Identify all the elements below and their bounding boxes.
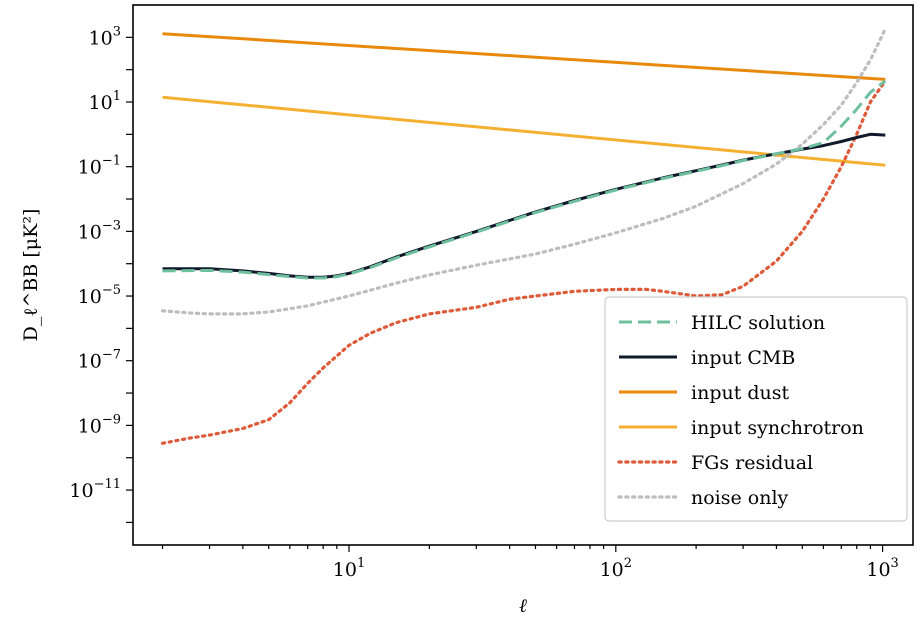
x-axis-label: ℓ [519, 595, 527, 617]
y-tick-label: 10−5 [78, 283, 121, 308]
legend-label-hilc-solution: HILC solution [691, 312, 825, 334]
y-tick-label: 10−11 [69, 477, 121, 502]
series-line-input-dust [162, 32, 886, 81]
legend-label-noise-only: noise only [691, 487, 789, 509]
legend-label-input-dust: input dust [691, 382, 790, 404]
y-tick-label: 101 [89, 89, 121, 114]
y-tick-label: 103 [89, 24, 121, 49]
x-ticks: 101 102 103 [161, 545, 899, 581]
series-line-noise-only [160, 27, 887, 316]
x-tick-label: 103 [866, 556, 898, 581]
series-line-hilc-solution [162, 79, 887, 280]
y-axis-label: D_ℓ^BB [μK²] [20, 209, 42, 342]
series-layer [160, 27, 887, 445]
x-tick-label: 102 [600, 556, 632, 581]
legend-label-input-cmb: input CMB [691, 347, 795, 369]
plot-frame [132, 4, 914, 546]
legend-label-input-synchrotron: input synchrotron [691, 417, 864, 439]
y-tick-label: 10−9 [78, 412, 121, 437]
x-tick-label: 101 [333, 556, 365, 581]
series-line-fgs-residual [160, 79, 887, 445]
series-line-input-synchrotron [162, 95, 886, 167]
legend: HILC solution input CMB input dust input sy… [604, 296, 908, 522]
y-ticks: 103 101 10−1 10−3 10−5 10−7 10−9 10−11 [69, 24, 133, 523]
y-tick-label: 10−7 [78, 348, 121, 373]
legend-box [604, 296, 908, 522]
y-tick-label: 10−3 [78, 218, 121, 243]
legend-label-fgs-residual: FGs residual [691, 452, 813, 474]
y-tick-label: 10−1 [78, 154, 121, 179]
